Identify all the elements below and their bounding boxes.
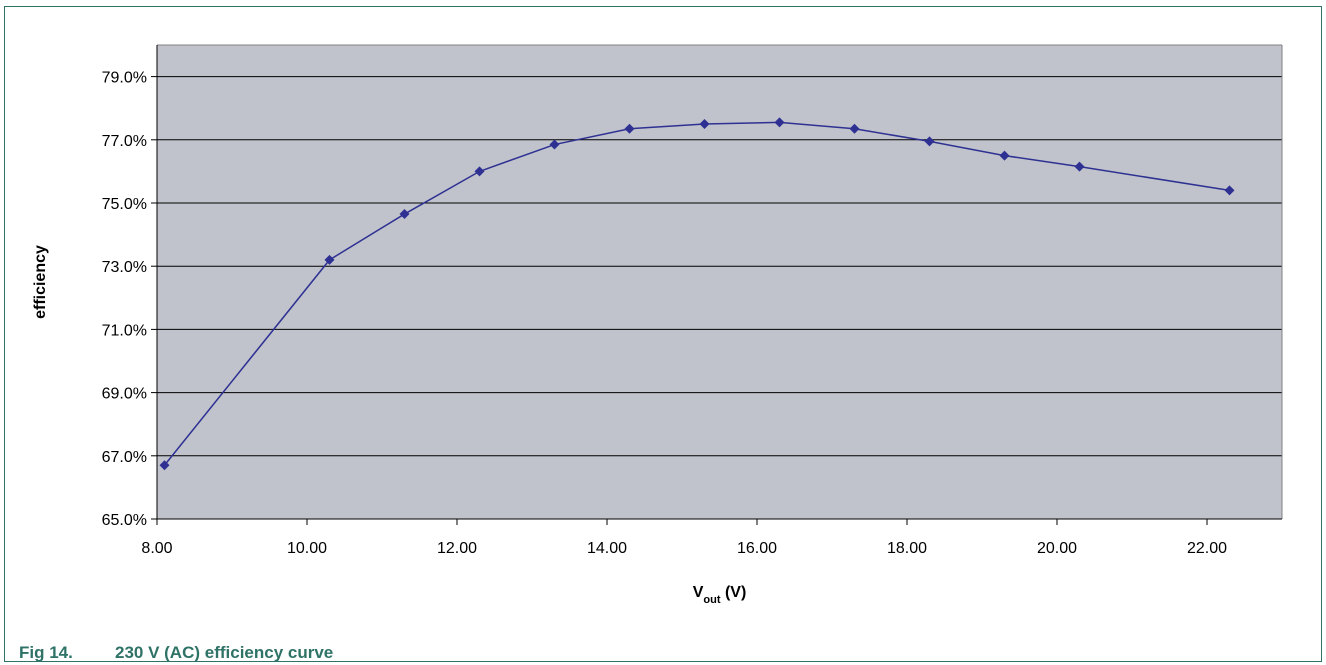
y-axis-title: efficiency <box>32 245 49 319</box>
x-tick-label: 20.00 <box>1037 540 1077 557</box>
x-axis-ticks: 8.00 10.00 12.00 14.00 16.00 18.00 20.00 22.00 <box>141 519 1227 557</box>
x-tick-label: 18.00 <box>887 540 927 557</box>
x-tick-label: 14.00 <box>587 540 627 557</box>
y-tick-label: 71.0% <box>102 322 147 339</box>
y-tick-label: 75.0% <box>102 196 147 213</box>
x-tick-label: 16.00 <box>737 540 777 557</box>
x-axis-title-subscript: out <box>703 594 720 606</box>
gridlines <box>157 76 1282 457</box>
data-point <box>1224 185 1235 196</box>
plot-area <box>157 45 1282 519</box>
data-point <box>999 150 1010 161</box>
figure-frame: 65.0% 67.0% 69.0% 71.0% 73.0% 75.0% 77.0% 79.0%… <box>4 6 1322 662</box>
series-efficiency <box>159 117 1235 471</box>
figure-caption: Fig 14. 230 V (AC) efficiency curve <box>19 643 333 663</box>
data-point <box>624 123 635 134</box>
y-tick-label: 65.0% <box>102 512 147 529</box>
figure-caption-text: 230 V (AC) efficiency curve <box>115 643 334 662</box>
x-tick-label: 12.00 <box>437 540 477 557</box>
data-point <box>1074 161 1085 172</box>
x-axis-title: Vout (V) <box>693 584 747 606</box>
data-point <box>774 117 785 128</box>
data-point <box>474 166 485 177</box>
figure-number: Fig 14. <box>19 643 73 662</box>
y-axis-ticks: 65.0% 67.0% 69.0% 71.0% 73.0% 75.0% 77.0% 79.0% <box>102 70 157 529</box>
y-tick-label: 79.0% <box>102 70 147 87</box>
data-point <box>924 136 935 147</box>
data-point <box>399 209 410 220</box>
efficiency-chart: 65.0% 67.0% 69.0% 71.0% 73.0% 75.0% 77.0% 79.0%… <box>32 44 1283 606</box>
y-tick-label: 67.0% <box>102 449 147 466</box>
y-tick-label: 73.0% <box>102 259 147 276</box>
data-point <box>324 254 335 265</box>
y-tick-label: 69.0% <box>102 386 147 403</box>
data-point <box>549 139 560 150</box>
y-tick-label: 77.0% <box>102 133 147 150</box>
data-point <box>159 460 170 471</box>
x-tick-label: 8.00 <box>141 540 172 557</box>
x-axis-title-main: V <box>693 584 704 601</box>
data-point <box>849 123 860 134</box>
x-tick-label: 22.00 <box>1187 540 1227 557</box>
data-point <box>699 119 710 129</box>
axes <box>156 44 1283 520</box>
x-axis-title-unit: (V) <box>721 584 747 601</box>
x-tick-label: 10.00 <box>287 540 327 557</box>
